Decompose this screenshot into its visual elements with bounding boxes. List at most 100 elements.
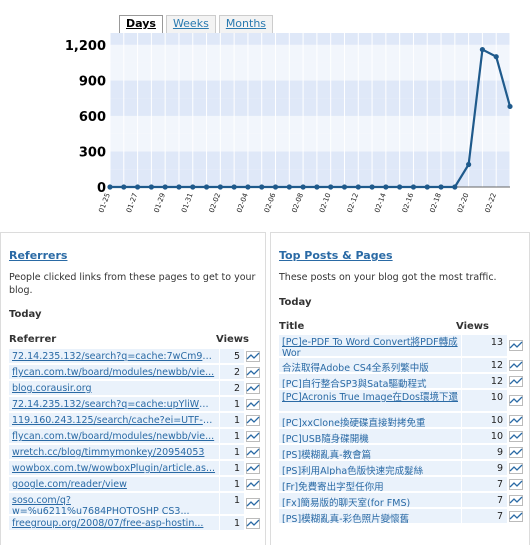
- sparkline-icon: [245, 366, 260, 378]
- posts-row-views: 7: [462, 509, 507, 523]
- sparkline-button[interactable]: [507, 509, 525, 523]
- data-point: [300, 184, 306, 190]
- table-row: google.com/reader/view 1: [9, 477, 261, 492]
- referrers-row-link[interactable]: soso.com/q?w=%u6211%u7684PHOTOSHP CS3...: [9, 493, 219, 514]
- sparkline-button[interactable]: [244, 516, 261, 530]
- sparkline-button[interactable]: [507, 461, 525, 475]
- referrers-row-link[interactable]: 72.14.235.132/search?q=cache:7wCm9aUK...: [9, 349, 219, 363]
- sparkline-button[interactable]: [244, 477, 261, 491]
- data-point: [355, 184, 361, 190]
- table-row: [PC]xxClone換硬碟直接對拷免重 10: [279, 413, 525, 428]
- referrers-description: People clicked links from these pages to…: [9, 272, 256, 296]
- referrers-row-link[interactable]: flycan.com.tw/board/modules/newbb/vie...: [9, 365, 219, 379]
- x-tick-label: 01-31: [180, 192, 194, 214]
- referrers-row-link[interactable]: 72.14.235.132/search?q=cache:upYliWM...: [9, 397, 219, 411]
- referrers-row-views: 1: [220, 493, 244, 514]
- sparkline-icon: [245, 430, 260, 442]
- table-row: [Fr]免費寄出字型任你用 7: [279, 477, 525, 492]
- x-tick-label: 01-27: [125, 192, 139, 214]
- chart-band: [110, 80, 510, 99]
- sparkline-button[interactable]: [507, 413, 525, 427]
- x-tick-label: 02-10: [318, 192, 332, 214]
- y-tick-label: 600: [79, 110, 106, 125]
- chart-band: [110, 133, 510, 152]
- sparkline-button[interactable]: [507, 374, 525, 388]
- chart-band: [110, 115, 510, 134]
- sparkline-button[interactable]: [507, 445, 525, 459]
- referrers-row-link[interactable]: google.com/reader/view: [9, 477, 219, 491]
- posts-row-views: 10: [462, 429, 507, 443]
- posts-row-link[interactable]: [PC]Acronis True Image在Dos環境下還: [279, 390, 461, 411]
- x-tick-label: 02-08: [291, 192, 305, 214]
- posts-row-link[interactable]: [Fx]簡易版的聊天室(for FMS): [279, 493, 461, 507]
- sparkline-button[interactable]: [507, 493, 525, 507]
- sparkline-button[interactable]: [507, 429, 525, 443]
- posts-row-link[interactable]: [PC]USB隨身碟開機: [279, 429, 461, 443]
- x-tick-label: 02-12: [346, 192, 360, 214]
- referrers-period: Today: [9, 309, 42, 320]
- sparkline-button[interactable]: [244, 397, 261, 411]
- referrers-row-views: 1: [220, 477, 244, 491]
- posts-row-link[interactable]: [PS]利用Alpha色版快速完成髮絲: [279, 461, 461, 475]
- referrers-row-link[interactable]: flycan.com.tw/board/modules/newbb/vie...: [9, 429, 219, 443]
- posts-row-views: 9: [462, 445, 507, 459]
- sparkline-button[interactable]: [244, 349, 261, 363]
- chart-band: [110, 62, 510, 81]
- data-point: [217, 184, 223, 190]
- sparkline-button[interactable]: [244, 365, 261, 379]
- table-row: freegroup.org/2008/07/free-asp-hostin...…: [9, 516, 261, 531]
- tab-months[interactable]: Months: [218, 15, 274, 33]
- sparkline-button[interactable]: [507, 335, 525, 356]
- data-point: [341, 184, 348, 190]
- data-point: [245, 184, 251, 190]
- sparkline-button[interactable]: [507, 390, 525, 411]
- referrers-row-link[interactable]: 119.160.243.125/search/cache?ei=UTF-8...: [9, 413, 219, 427]
- data-point: [162, 184, 168, 190]
- referrers-row-views: 2: [220, 365, 244, 379]
- table-row: [PS]利用Alpha色版快速完成髮絲 9: [279, 461, 525, 476]
- sparkline-icon: [245, 350, 260, 362]
- referrers-title[interactable]: Referrers: [9, 249, 68, 262]
- posts-row-link[interactable]: [PS]模糊亂真-彩色照片變懷舊: [279, 509, 461, 523]
- data-point: [286, 184, 292, 190]
- posts-row-link[interactable]: [Fr]免費寄出字型任你用: [279, 477, 461, 491]
- referrers-row-link[interactable]: wretch.cc/blog/timmymonkey/20954053: [9, 445, 219, 459]
- referrers-row-views: 1: [220, 516, 244, 530]
- table-row: 72.14.235.132/search?q=cache:upYliWM... 1: [9, 397, 261, 412]
- top-posts-period: Today: [279, 297, 312, 308]
- sparkline-button[interactable]: [244, 429, 261, 443]
- sparkline-button[interactable]: [244, 381, 261, 395]
- posts-row-link[interactable]: 合法取得Adobe CS4全系列繁中版: [279, 358, 461, 372]
- posts-row-link[interactable]: [PS]模糊亂真-教會篇: [279, 445, 461, 459]
- sparkline-button[interactable]: [244, 493, 261, 514]
- referrers-row-views: 1: [220, 413, 244, 427]
- y-tick-label: 300: [79, 145, 106, 160]
- x-tick-label: 02-18: [428, 192, 442, 214]
- referrers-row-link[interactable]: blog.corausir.org: [9, 381, 219, 395]
- referrers-row-link[interactable]: wowbox.com.tw/wowboxPlugin/article.as...: [9, 461, 219, 475]
- table-row: wretch.cc/blog/timmymonkey/20954053 1: [9, 445, 261, 460]
- table-row: [PC]e-PDF To Word Convert將PDF轉成Wor 13: [279, 335, 525, 357]
- referrers-row-link[interactable]: freegroup.org/2008/07/free-asp-hostin...: [9, 516, 219, 530]
- sparkline-button[interactable]: [244, 445, 261, 459]
- sparkline-icon: [509, 395, 523, 406]
- top-posts-title[interactable]: Top Posts & Pages: [279, 249, 393, 262]
- sparkline-button[interactable]: [244, 461, 261, 475]
- posts-row-link[interactable]: [PC]e-PDF To Word Convert將PDF轉成Wor: [279, 335, 461, 356]
- top-posts-col-name: Title: [279, 321, 305, 332]
- table-row: [PC]USB隨身碟開機 10: [279, 429, 525, 444]
- table-row: [PS]模糊亂真-教會篇 9: [279, 445, 525, 460]
- sparkline-button[interactable]: [244, 413, 261, 427]
- referrers-row-views: 1: [220, 429, 244, 443]
- tab-days[interactable]: Days: [119, 15, 163, 33]
- sparkline-button[interactable]: [507, 477, 525, 491]
- referrers-row-views: 1: [220, 397, 244, 411]
- x-tick-label: 02-02: [208, 192, 222, 214]
- sparkline-button[interactable]: [507, 358, 525, 372]
- table-row: 合法取得Adobe CS4全系列繁中版 12: [279, 358, 525, 373]
- posts-row-link[interactable]: [PC]自行整合SP3與Sata驅動程式: [279, 374, 461, 388]
- data-point: [272, 184, 279, 190]
- y-tick-label: 1,200: [65, 39, 106, 54]
- posts-row-link[interactable]: [PC]xxClone換硬碟直接對拷免重: [279, 413, 461, 427]
- tab-weeks[interactable]: Weeks: [165, 15, 216, 33]
